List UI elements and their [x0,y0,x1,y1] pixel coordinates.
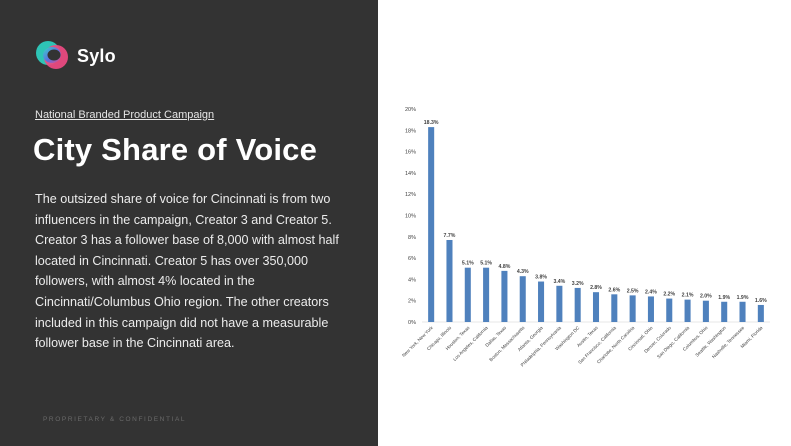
bar [739,301,746,322]
data-label: 2.6% [608,287,620,293]
bar [684,299,691,322]
data-label: 2.4% [645,289,657,295]
y-tick-label: 6% [408,256,416,262]
data-label: 2.2% [663,292,675,298]
brand-name: Sylo [77,45,116,66]
bar [574,287,581,322]
bar [666,298,673,322]
data-label: 4.8% [499,264,511,270]
bar [592,292,600,322]
sylo-logo-icon [34,38,72,74]
confidential-footer: PROPRIETARY & CONFIDENTIAL [43,416,187,423]
data-label: 3.2% [572,281,584,287]
bar [428,127,435,322]
x-tick-label: New York, New York [401,325,434,358]
x-tick-label: Los Angeles, California [452,325,489,362]
y-tick-label: 16% [405,150,416,156]
bar [721,301,728,322]
data-label: 2.0% [700,294,712,300]
data-label: 18.3% [424,120,439,126]
data-label: 1.9% [718,295,730,301]
bar [647,296,654,322]
data-label: 1.9% [737,295,749,301]
data-label: 4.3% [517,269,529,275]
data-label: 2.1% [682,293,694,299]
data-label: 3.4% [553,279,565,285]
campaign-subtitle: National Branded Product Campaign [35,109,215,121]
page-title: City Share of Voice [33,132,318,167]
bar [538,281,545,322]
data-label: 7.7% [444,233,456,239]
bar [629,295,636,322]
brand-logo[interactable]: Sylo [34,38,116,74]
bar [464,267,471,322]
y-tick-label: 14% [405,171,416,177]
x-tick-label: Boston, Massachusetts [488,325,526,363]
data-label: 2.8% [590,285,602,291]
y-tick-label: 12% [405,192,416,198]
data-label: 1.6% [755,298,767,304]
y-tick-label: 10% [405,214,416,220]
left-panel: Sylo National Branded Product Campaign C… [0,0,378,446]
bar [501,270,508,322]
description-text: The outsized share of voice for Cincinna… [35,192,339,351]
data-label: 3.8% [535,275,547,281]
y-tick-label: 8% [408,235,416,241]
data-label: 2.5% [627,288,639,294]
x-tick-label: Nashville, Tennessee [711,325,745,359]
y-tick-label: 20% [405,107,416,113]
bar [446,239,453,322]
bar [757,304,764,322]
data-label: 5.1% [462,261,474,267]
chart-panel: 0% 2% 4% 6% 8% 10% 12% 14% 16% 18% 20% 18.3% New Yor… [378,0,791,446]
x-tick-label: San Diego, California [656,325,691,360]
y-tick-label: 4% [408,277,416,283]
bar [483,267,490,322]
bar [611,294,618,322]
y-tick-label: 2% [408,299,416,305]
bar [519,276,526,322]
y-tick-label: 18% [405,128,416,134]
bar [702,300,709,322]
y-tick-label: 0% [408,320,416,326]
data-label: 5.1% [480,261,492,267]
share-of-voice-chart: 0% 2% 4% 6% 8% 10% 12% 14% 16% 18% 20% 18.3% New Yor… [401,107,770,368]
bar [556,285,563,322]
